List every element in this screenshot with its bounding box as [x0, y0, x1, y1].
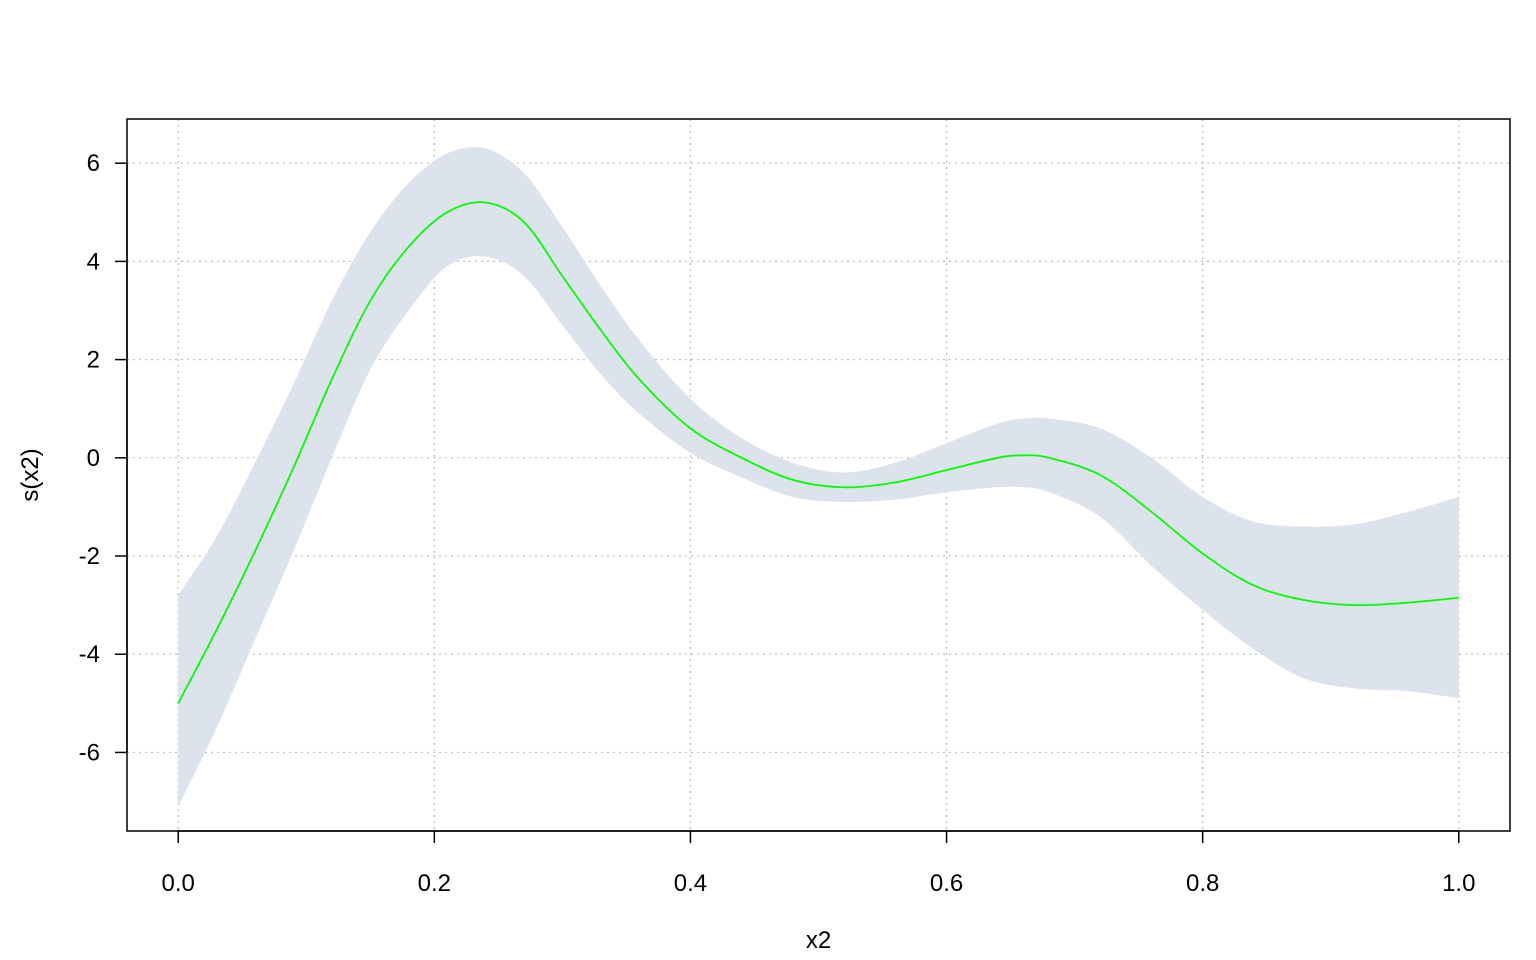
y-axis: -6 -4 -2 0 2 4 6 — [79, 150, 128, 766]
x-tick-label-3: 0.6 — [930, 870, 963, 897]
y-tick-label-4: 2 — [87, 347, 100, 374]
y-axis-title: s(x2) — [17, 448, 44, 501]
y-tick-label-0: -6 — [79, 739, 100, 766]
x-tick-label-1: 0.2 — [418, 870, 451, 897]
confidence-band — [178, 146, 1459, 807]
y-tick-label-3: 0 — [87, 445, 100, 472]
fit-line-layer — [177, 201, 1459, 704]
x-tick-label-4: 0.8 — [1186, 870, 1219, 897]
x-tick-label-0: 0.0 — [162, 870, 195, 897]
x-axis-title: x2 — [806, 927, 831, 954]
y-tick-label-2: -2 — [79, 543, 100, 570]
x-axis: 0.0 0.2 0.4 0.6 0.8 1.0 — [162, 830, 1475, 897]
x-tick-label-2: 0.4 — [674, 870, 707, 897]
y-tick-label-1: -4 — [79, 641, 100, 668]
y-tick-label-5: 4 — [87, 248, 100, 275]
y-tick-label-6: 6 — [87, 150, 100, 177]
confidence-band-layer — [178, 146, 1459, 807]
x-tick-label-5: 1.0 — [1442, 870, 1475, 897]
fit-line — [177, 201, 1459, 704]
